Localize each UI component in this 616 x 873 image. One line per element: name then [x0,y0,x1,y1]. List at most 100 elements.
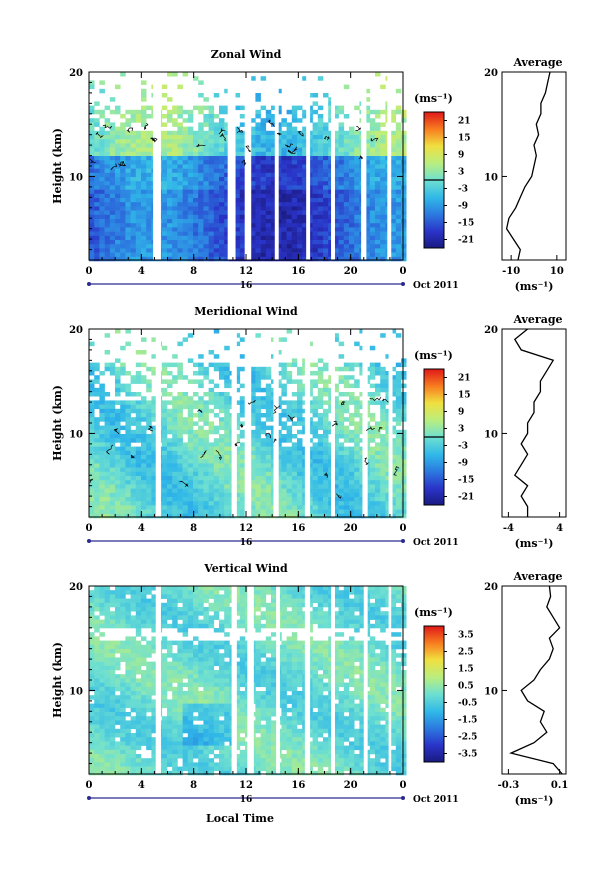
heatmap-cell [94,446,100,452]
heatmap-cell [401,413,407,418]
heatmap-cell [260,463,267,468]
heatmap-cell [349,143,355,148]
heatmap-cell [328,223,334,228]
heatmap-cell [94,716,100,721]
heatmap-cell [276,484,282,489]
heatmap-cell [375,501,381,506]
heatmap-cell [187,417,194,422]
heatmap-cell [260,122,267,127]
heatmap-cell [99,720,105,725]
heatmap-cell [349,219,355,224]
heatmap-cell [115,329,121,334]
heatmap-cell [177,509,183,515]
heatmap-cell [120,345,126,351]
heatmap-cell [104,724,111,730]
heatmap-cell [115,611,121,616]
heatmap-cell [177,156,183,161]
colorbar-tick-label: 21 [458,117,471,127]
heatmap-cell [333,429,339,435]
heatmap-cell [281,130,287,136]
heatmap-cell [234,231,241,237]
heatmap-cell [125,442,131,447]
heatmap-cell [89,480,95,485]
heatmap-cell [161,463,168,468]
heatmap-cell [125,737,131,742]
heatmap-cell [323,509,329,515]
heatmap-cell [286,256,293,262]
heatmap-cell [109,707,116,713]
heatmap-cell [354,509,360,515]
contour-line [89,478,94,483]
heatmap-cell [395,413,402,418]
heatmap-cell [333,202,339,207]
heatmap-cell [401,135,407,140]
heatmap-cell [286,467,293,473]
heatmap-cell [115,139,121,144]
heatmap-cell [187,177,194,182]
heatmap-cell [307,256,313,262]
heatmap-cell [198,231,204,237]
heatmap-cell [297,210,303,216]
heatmap-cell [343,509,350,515]
heatmap-cell [234,438,241,443]
heatmap-cell [135,703,142,709]
heatmap-cell [255,366,261,372]
heatmap-cell [177,362,183,368]
heatmap-cell [167,256,173,262]
heatmap-cell [109,181,116,186]
contour-line [118,161,126,167]
heatmap-cell [375,206,381,211]
heatmap-cell [141,446,147,452]
heatmap-cell [208,492,215,498]
heatmap-cell [323,210,329,216]
heatmap-cell [141,590,147,595]
profile-x-tick-label: 4 [556,523,563,534]
heatmap-cell [239,210,246,216]
heatmap-cell [115,408,121,414]
heatmap-cell [338,185,345,190]
heatmap-cell [349,471,355,477]
heatmap-cell [369,147,376,153]
heatmap-cell [109,754,116,759]
heatmap-cell [265,235,272,241]
heatmap-cell [94,762,100,767]
heatmap-cell [281,147,287,153]
heatmap-cell [213,446,220,452]
heatmap-cell [208,172,215,178]
heatmap-cell [177,497,183,502]
heatmap-cell [104,413,111,418]
heatmap-cell [208,160,215,165]
heatmap-cell [390,135,397,140]
heatmap-cell [193,252,199,258]
heatmap-cell [198,434,204,439]
heatmap-cell [213,114,220,119]
heatmap-cell [343,231,350,237]
heatmap-cell [208,156,215,161]
date-axis-end [87,539,91,543]
heatmap-cell [208,488,215,494]
heatmap-cell [375,168,381,174]
heatmap-cell [130,252,137,258]
heatmap-cell [177,459,183,464]
heatmap-cell [115,358,121,363]
heatmap-cell [99,590,105,595]
heatmap-cell [167,139,173,144]
heatmap-cell [198,181,204,186]
heatmap-cell [198,156,204,161]
heatmap-cell [130,198,137,203]
heatmap-cell [177,446,183,452]
heatmap-cell [115,492,121,498]
heatmap-cell [297,105,303,111]
heatmap-cell [89,471,95,477]
heatmap-cell [312,185,319,190]
heatmap-cell [198,480,204,485]
heatmap-cell [380,210,386,216]
heatmap-cell [151,644,157,650]
heatmap-cell [390,476,397,481]
heatmap-cell [291,421,298,426]
heatmap-cell [161,733,168,738]
heatmap-cell [115,450,121,456]
heatmap-cell [172,484,178,489]
heatmap-cell [276,193,282,199]
heatmap-cell [234,379,241,384]
